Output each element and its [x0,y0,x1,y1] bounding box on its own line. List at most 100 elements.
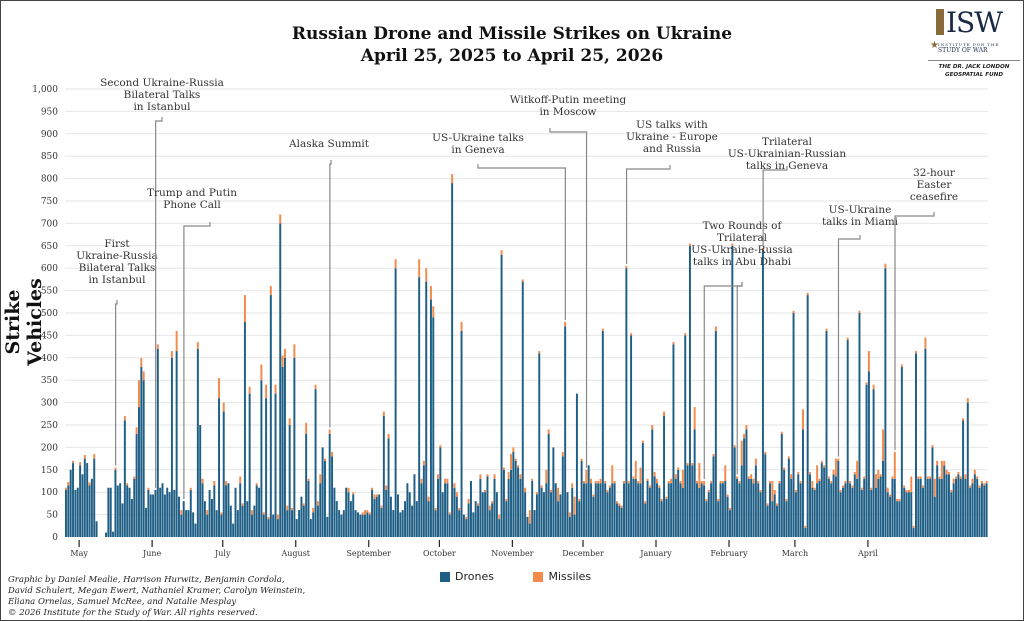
annotation-label: in Moscow [539,106,596,118]
missile-bar [705,498,708,502]
missile-bar [696,481,698,484]
missile-bar [328,429,331,434]
drone-bar [109,487,112,537]
missile-bar [719,481,722,484]
annotation-label: Trilateral [717,232,768,244]
drone-bar [679,483,682,537]
x-tick-label: July [214,549,231,558]
missile-bar [387,433,390,439]
missile-bar [352,492,355,495]
missile-bar [834,458,837,477]
drone-bar [324,460,326,537]
missile-bar [969,485,972,488]
drone-bar [684,335,687,537]
isw-wordmark: ISW [936,6,1003,39]
drone-bar [185,510,188,537]
drone-bar [578,501,581,537]
missile-bar [312,507,315,513]
drone-bar [832,474,835,537]
missile-bar [896,498,899,502]
drone-bar [338,510,341,537]
drone-bar [644,503,647,537]
missile-bar [550,489,553,493]
drone-bar [187,510,190,537]
drone-bar [533,510,536,537]
drone-bar [415,501,418,537]
drone-bar [634,478,637,537]
drone-bar [486,476,489,537]
credits: Graphic by Daniel Mealie, Harrison Hurwi… [8,575,305,619]
missile-bar [590,478,593,484]
y-tick-label: 500 [41,309,58,319]
drone-bar [823,467,826,537]
drone-bar [458,510,461,537]
y-tick-label: 450 [41,331,58,341]
missile-bar [500,250,503,255]
drone-bar [809,474,812,537]
missile-bar [983,483,986,486]
drone-bar [637,483,640,537]
drone-bar [632,478,635,537]
missile-bar [863,476,866,479]
drone-bar [133,478,136,537]
drone-bar [173,489,176,537]
missile-bar [830,481,833,484]
missile-bar [674,474,677,479]
missile-bar [265,384,268,399]
drone-bar [910,492,913,537]
drone-bar [933,496,936,537]
chart-title: Russian Drone and Missile Strikes on Ukr… [291,24,733,44]
drone-bar [378,494,381,537]
drone-bar [86,463,89,537]
drone-bar [776,505,779,537]
drone-bar [870,489,873,537]
missile-bar [823,465,826,468]
drone-bar [717,501,720,537]
drone-bar [434,510,437,537]
drone-bar [253,505,256,537]
drone-bar [688,245,691,538]
drone-bar [919,478,922,537]
drone-bar [646,481,649,537]
drone-bar [627,483,630,537]
drone-bar [696,483,698,537]
missile-bar [759,489,762,493]
drone-bar [121,503,124,537]
missile-bar [776,503,779,506]
drone-bar [399,512,402,537]
drone-bar [924,348,927,537]
drone-bar [145,507,148,537]
drone-bar [95,521,98,537]
drone-bar [721,483,724,537]
missile-bar [568,512,571,517]
missile-bar [728,507,731,511]
missile-bar [281,355,284,367]
legend-label: Missiles [548,570,592,583]
y-tick-label: 850 [41,152,58,162]
missile-bar [361,512,364,515]
missile-bar [816,465,819,484]
missile-bar [615,501,618,504]
drone-bar [137,407,140,537]
y-tick-label: 100 [41,488,58,498]
missile-bar [83,455,86,459]
drone-bar [232,523,235,537]
missile-bar [870,487,873,490]
annotation-label: talks in Abu Dhabi [693,256,792,268]
drone-bar [959,478,962,537]
missile-bar [721,481,724,484]
drone-bar [740,465,743,537]
missile-bar [955,476,957,479]
y-tick-label: 700 [41,219,58,229]
drone-bar [611,483,614,537]
drone-bar [896,501,899,537]
missile-bar [691,463,694,466]
missile-bar [302,503,305,506]
drone-bar [571,487,574,537]
drone-bar [295,519,298,537]
drone-bar [481,492,484,537]
annotation-label: US talks with [636,119,708,131]
drone-bar [258,487,261,537]
missile-bar [790,474,793,479]
drone-bar [88,485,91,537]
